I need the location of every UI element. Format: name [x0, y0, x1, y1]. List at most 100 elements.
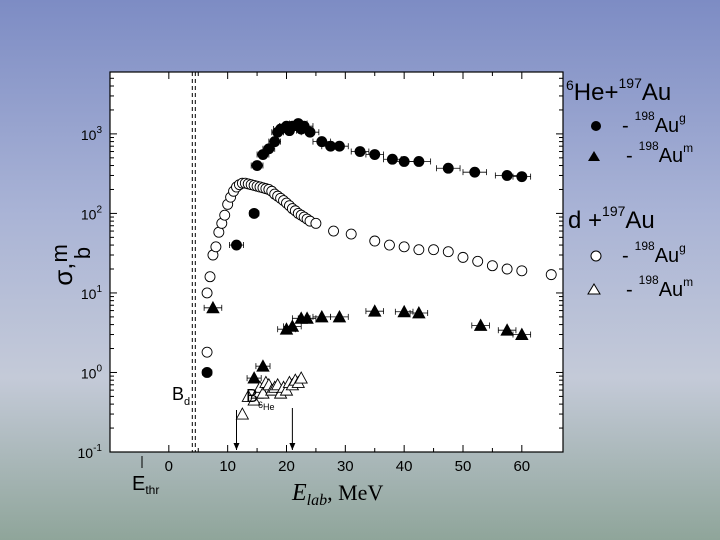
legend-reaction-he-mass-b: 197: [619, 75, 643, 91]
legend-item-he-g: -198Aug: [591, 109, 686, 137]
data-point: [332, 309, 347, 323]
y-tick-label-exp: 2: [96, 204, 102, 215]
legend-item-d-m: -198Aum: [587, 273, 693, 301]
legend-marker-open-circle: [590, 250, 602, 262]
data-point: [500, 323, 514, 336]
data-point: [206, 300, 220, 314]
x-axis-ticks: [168, 72, 523, 452]
data-point: [247, 393, 261, 406]
data-point: [501, 170, 513, 181]
data-point: [413, 244, 425, 256]
y-axis-label: σ,m b: [47, 244, 95, 286]
legend-he-m-mass: 198: [639, 139, 659, 153]
data-point: [300, 311, 314, 324]
barrier-he-sub-a: 6: [258, 400, 263, 410]
y-tick-label-base: 10: [78, 445, 94, 461]
data-point: [315, 309, 329, 323]
data-point: [367, 304, 382, 317]
barrier-d-sub: d: [184, 396, 190, 408]
data-point: [248, 207, 260, 219]
y-axis-label-m: m: [47, 244, 72, 262]
svg-text:6He+197Au: 6He+197Au: [566, 75, 671, 106]
data-point: [304, 126, 316, 138]
data-point: [201, 367, 213, 378]
legend-item-he-m: -198Aum: [588, 139, 693, 167]
y-tick-label: 101: [81, 284, 103, 302]
data-point: [333, 140, 345, 152]
legend-d-g-dash: -: [622, 245, 629, 267]
legend-d-m-sym: Au: [659, 279, 683, 301]
legend-marker-filled-triangle: [588, 151, 600, 161]
legend-item-d-g: -198Aug: [590, 239, 686, 267]
svg-text:d +197Au: d +197Au: [568, 203, 655, 234]
x-axis-label-rest: , MeV: [327, 480, 383, 505]
x-tick-label: 20: [278, 458, 295, 475]
x-axis-label: Elab, MeV: [291, 480, 383, 509]
barrier-he-label: B6He: [246, 386, 275, 412]
svg-text:-198Aug: -198Aug: [622, 239, 686, 267]
data-marks: [201, 118, 557, 420]
data-point: [294, 371, 308, 384]
legend-he-g-mass: 198: [635, 109, 655, 123]
data-point: [412, 306, 426, 319]
legend-marker-open-triangle: [587, 283, 601, 295]
x-tick-label: 10: [219, 458, 236, 475]
y-tick-label-base: 10: [81, 127, 97, 143]
data-point: [210, 241, 222, 253]
x-tick-label: 50: [455, 458, 472, 475]
legend-reaction-he-sym-a: He+: [574, 79, 619, 106]
data-point: [469, 166, 481, 178]
y-tick-label-base: 10: [81, 286, 97, 302]
legend-he-m-sup: m: [683, 141, 693, 155]
barrier-he-main: B: [246, 386, 258, 406]
data-point: [472, 255, 484, 267]
data-point: [201, 287, 213, 299]
barrier-he-arrow: [289, 408, 296, 450]
x-tick-label: 30: [337, 458, 354, 475]
data-point: [516, 171, 528, 183]
barrier-d-label: Bd: [172, 384, 190, 408]
y-tick-label-exp: 0: [96, 363, 102, 374]
barrier-he-sub-b: He: [263, 402, 275, 412]
legend-marker-filled-circle: [591, 121, 601, 131]
data-point: [397, 304, 411, 318]
legend-reaction-d: d +197Au: [568, 203, 655, 234]
data-point: [515, 327, 529, 340]
data-point: [486, 260, 498, 272]
plot-frame: [109, 71, 564, 453]
data-point: [219, 209, 231, 221]
x-axis-label-main: E: [291, 480, 307, 506]
barrier-d-main: B: [172, 384, 184, 404]
legend-he-m-sym: Au: [659, 145, 683, 167]
y-axis-label-b: b: [70, 247, 95, 259]
series-1-filled-triangle: [203, 300, 532, 384]
legend-he-g-sup: g: [679, 111, 686, 125]
data-point: [201, 346, 213, 358]
data-point: [473, 318, 488, 331]
data-point: [328, 225, 340, 237]
x-axis-tick-labels: 0 10 20 30 40 50 60: [165, 458, 531, 475]
arrow-head: [233, 443, 240, 450]
data-point: [369, 235, 381, 247]
legend-d-m-dash: -: [626, 279, 633, 301]
data-point: [235, 407, 250, 420]
data-point: [442, 246, 454, 258]
legend-reaction-d-sym-a: d +: [568, 207, 602, 234]
data-point: [369, 149, 381, 160]
series-0-filled-circle: [201, 118, 532, 378]
y-tick-label-base: 10: [81, 365, 97, 381]
y-tick-label-exp: 1: [96, 284, 102, 295]
legend-d-g-sup: g: [679, 241, 686, 255]
data-point: [345, 228, 357, 240]
data-point: [413, 156, 425, 167]
data-point: [231, 239, 242, 251]
y-tick-label-base: 10: [81, 206, 97, 222]
data-point: [310, 217, 322, 229]
svg-text:-198Aug: -198Aug: [622, 109, 686, 137]
data-point: [383, 239, 395, 251]
data-point: [247, 371, 261, 384]
data-point: [516, 265, 528, 277]
x-tick-label: 0: [165, 458, 173, 475]
legend-reaction-he: 6He+197Au: [566, 75, 671, 106]
